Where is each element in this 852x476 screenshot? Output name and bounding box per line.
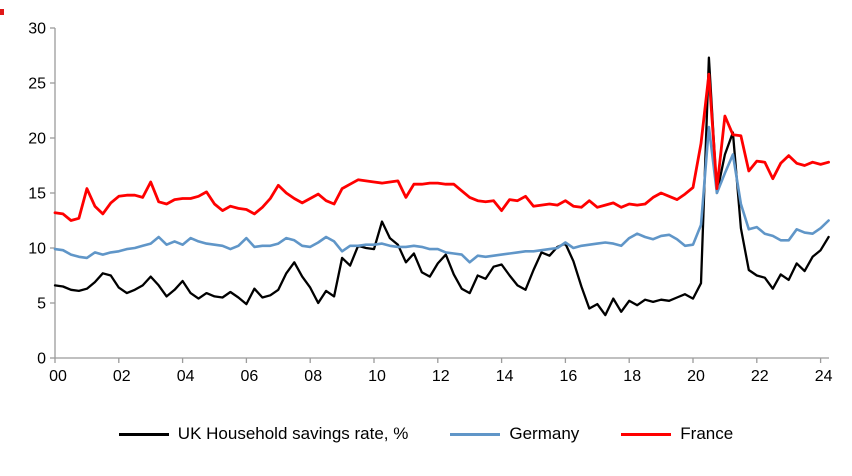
uk-line-swatch-icon [118,432,169,436]
x-tick-label: 04 [177,368,195,385]
legend-item-uk: UK Household savings rate, % [118,424,409,444]
legend-item-germany: Germany [450,424,579,444]
x-tick-label: 02 [113,368,131,385]
legend-label-uk: UK Household savings rate, % [177,424,409,443]
series-line-france [53,72,830,222]
x-tick-label: 18 [623,368,641,385]
chart-legend: UK Household savings rate, % Germany Fra… [0,424,852,444]
y-tick-label: 20 [28,131,46,148]
savings-rate-line-chart: 0 5 10 15 20 25 30 00 02 04 06 08 10 12 14 16 18 20 22 24 [28,21,833,386]
x-tick-label: 22 [751,368,769,385]
x-tick-label: 08 [304,368,322,385]
x-tick-label: 10 [368,368,386,385]
x-tick-label: 14 [496,368,514,385]
legend-label-france: France [680,424,734,443]
x-tick-label: 16 [560,368,578,385]
y-tick-label: 10 [28,241,46,258]
series-line-germany [53,125,830,264]
legend-item-france: France [621,424,733,444]
y-tick-label: 30 [28,21,46,38]
x-tick-label: 12 [432,368,450,385]
germany-line-swatch-icon [450,432,501,436]
series-line-uk [53,56,830,317]
france-line-swatch-icon [621,432,672,436]
x-tick-label: 06 [241,368,259,385]
y-tick-label: 0 [37,351,46,368]
y-tick-label: 15 [28,186,46,203]
x-tick-label: 00 [49,368,67,385]
y-tick-label: 5 [37,296,46,313]
legend-label-germany: Germany [509,424,580,443]
x-tick-label: 24 [815,368,833,385]
screenshot-artifact-red-dot [0,9,4,15]
x-tick-label: 20 [687,368,705,385]
y-tick-label: 25 [28,76,46,93]
